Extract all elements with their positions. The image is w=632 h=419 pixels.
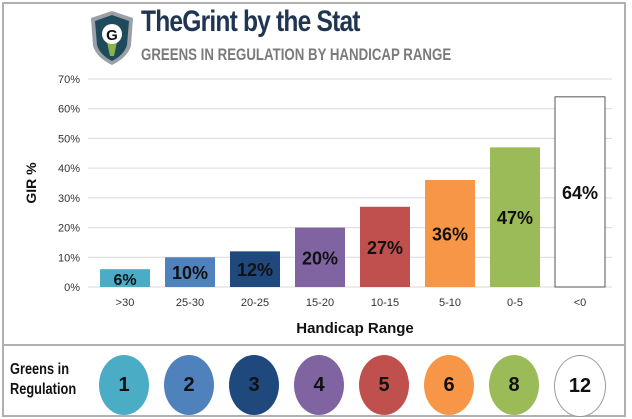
bar bbox=[100, 269, 150, 287]
x-tick-label: 5-10 bbox=[439, 297, 461, 309]
bar bbox=[490, 147, 540, 287]
gir-circle: 2 bbox=[164, 355, 214, 415]
y-tick-label: 50% bbox=[58, 133, 80, 145]
svg-text:G: G bbox=[106, 27, 118, 44]
bar-chart: 0% 10% 20% 30% 40% 50% 60% 70% 6% >30 10% 25-30 12% 2… bbox=[23, 74, 612, 337]
frame bbox=[2, 2, 626, 417]
x-tick-label: 15-20 bbox=[306, 297, 334, 309]
data-label: 47% bbox=[497, 208, 533, 228]
bar bbox=[295, 227, 345, 287]
x-tick-label: 25-30 bbox=[176, 297, 204, 309]
data-label: 10% bbox=[172, 263, 208, 283]
gir-circle: 3 bbox=[229, 355, 279, 415]
x-axis-title: Handicap Range bbox=[296, 320, 414, 337]
data-label: 27% bbox=[367, 238, 403, 258]
x-tick-label: 20-25 bbox=[241, 297, 269, 309]
gir-circle: 6 bbox=[424, 355, 474, 415]
gir-circle: 8 bbox=[489, 355, 539, 415]
y-tick-label: 10% bbox=[58, 252, 80, 264]
data-label: 36% bbox=[432, 225, 468, 245]
gir-circle: 5 bbox=[359, 355, 409, 415]
x-tick-label: <0 bbox=[574, 297, 587, 309]
y-tick-label: 60% bbox=[58, 104, 80, 116]
data-label: 12% bbox=[237, 260, 273, 280]
data-label: 20% bbox=[302, 248, 338, 268]
bar bbox=[230, 251, 280, 287]
divider bbox=[2, 344, 624, 346]
data-label: 6% bbox=[113, 272, 136, 289]
y-tick-label: 20% bbox=[58, 223, 80, 235]
y-tick-label: 30% bbox=[58, 193, 80, 205]
grint-logo-icon: G bbox=[91, 11, 133, 65]
bar bbox=[554, 96, 606, 288]
y-tick-label: 70% bbox=[58, 74, 80, 86]
bar bbox=[165, 257, 215, 287]
bar bbox=[360, 206, 410, 287]
gir-circle: 1 bbox=[99, 355, 149, 415]
x-tick-label: >30 bbox=[116, 297, 135, 309]
bar bbox=[425, 180, 475, 287]
y-axis-title: GIR % bbox=[23, 162, 39, 204]
page-subtitle: GREENS IN REGULATION BY HANDICAP RANGE bbox=[141, 45, 452, 64]
y-tick-label: 40% bbox=[58, 163, 80, 175]
x-tick-label: 10-15 bbox=[371, 297, 399, 309]
legend-label: Greens in Regulation bbox=[10, 361, 77, 398]
y-tick-label: 0% bbox=[64, 282, 80, 294]
data-label: 64% bbox=[562, 183, 598, 203]
x-tick-label: 0-5 bbox=[507, 297, 523, 309]
gir-circle: 12 bbox=[554, 355, 606, 417]
page-title: TheGrint by the Stat bbox=[141, 5, 361, 38]
gir-circle: 4 bbox=[294, 355, 344, 415]
